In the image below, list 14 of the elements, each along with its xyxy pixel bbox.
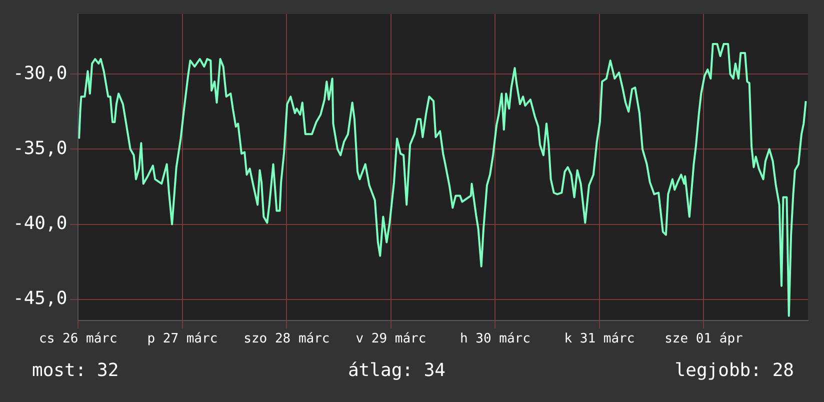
x-tick-label: cs 26 márc (39, 332, 118, 347)
y-tick-label: -40,0 (12, 212, 68, 234)
text: most: 32 (32, 360, 119, 381)
y-tick-label: -30,0 (12, 62, 68, 84)
x-tick-label: szo 28 márc (244, 332, 330, 347)
x-tick-label: h 30 márc (460, 332, 530, 347)
text: átlag: 34 (348, 360, 446, 381)
x-tick-label: p 27 márc (147, 332, 218, 347)
y-tick-label: -45,0 (12, 288, 68, 310)
text: legjobb: 28 (674, 360, 794, 381)
x-tick-label: sze 01 ápr (664, 332, 744, 347)
x-tick-label: v 29 márc (356, 332, 426, 347)
y-tick-label: -35,0 (12, 138, 68, 159)
x-tick-label: k 31 márc (564, 332, 635, 347)
